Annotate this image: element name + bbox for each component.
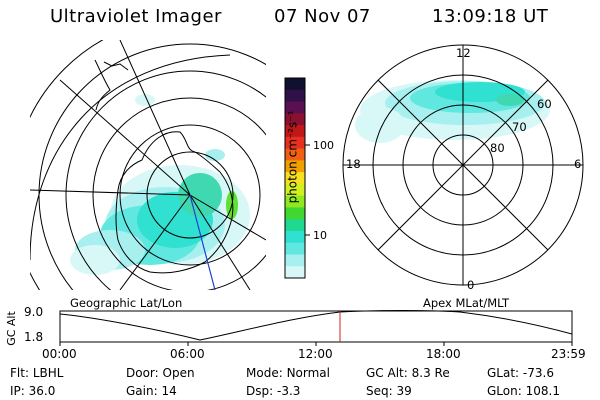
- info-glon: GLon: 108.1: [487, 384, 560, 398]
- altitude-xtick-1800: 18:00: [426, 347, 461, 361]
- mlt-label-0: 0: [467, 278, 475, 292]
- altitude-ytick-9: 9.0: [24, 305, 44, 319]
- header-date: 07 Nov 07: [274, 6, 371, 27]
- colorbar-swatch: [285, 148, 305, 161]
- colorbar-swatch: [285, 242, 305, 255]
- colorbar-swatch: [285, 230, 305, 244]
- colorbar: [284, 77, 310, 279]
- longitude-grid-left: [30, 40, 266, 290]
- instrument-title: Ultraviolet Imager: [50, 6, 222, 27]
- altitude-plot: [59, 310, 573, 346]
- mlt-label-6: 6: [574, 157, 582, 171]
- mlat-label-80: 80: [490, 141, 505, 155]
- mlt-grid-right: [343, 45, 583, 285]
- colorbar-swatch: [285, 78, 305, 91]
- info-ip: IP: 36.0: [10, 384, 56, 398]
- altitude-xtick-0000: 00:00: [42, 347, 77, 361]
- info-seq: Seq: 39: [366, 384, 412, 398]
- colorbar-swatch: [285, 136, 305, 150]
- info-glat: GLat: -73.6: [487, 366, 554, 380]
- altitude-xtick-2359: 23:59: [551, 347, 586, 361]
- colorbar-tick-10: 10: [313, 229, 327, 242]
- colorbar-swatch: [285, 195, 305, 208]
- colorbar-swatch: [285, 172, 305, 185]
- mlat-label-60: 60: [537, 97, 552, 111]
- mlt-label-12: 12: [456, 46, 471, 60]
- colorbar-swatch: [285, 219, 305, 232]
- geographic-map: [30, 40, 266, 290]
- colorbar-swatch: [285, 89, 305, 103]
- colorbar-swatch: [285, 254, 305, 267]
- info-gain: Gain: 14: [126, 384, 177, 398]
- mlt-label-18: 18: [346, 157, 361, 171]
- info-door: Door: Open: [126, 366, 195, 380]
- info-flt: Flt: LBHL: [10, 366, 64, 380]
- colorbar-swatch: [285, 160, 305, 173]
- magnetic-map: [342, 44, 584, 286]
- info-dsp: Dsp: -3.3: [246, 384, 301, 398]
- right-map-caption: Apex MLat/MLT: [423, 296, 510, 310]
- colorbar-swatch: [285, 183, 305, 197]
- colorbar-swatch: [285, 101, 305, 114]
- coastline: [115, 131, 234, 274]
- colorbar-tick-100: 100: [313, 139, 334, 152]
- colorbar-swatch: [285, 266, 305, 279]
- altitude-ytick-1.8: 1.8: [24, 330, 44, 344]
- left-map-caption: Geographic Lat/Lon: [70, 296, 183, 310]
- colorbar-swatch: [285, 125, 305, 138]
- header-time: 13:09:18 UT: [432, 6, 549, 27]
- info-gc-alt: GC Alt: 8.3 Re: [366, 366, 450, 380]
- altitude-xtick-1200: 12:00: [298, 347, 333, 361]
- mlat-label-70: 70: [512, 120, 527, 134]
- colorbar-swatch: [285, 207, 305, 220]
- latitude-grid-left: [30, 40, 266, 290]
- auroral-emission-left: [70, 94, 250, 275]
- altitude-xtick-0600: 06:00: [170, 347, 205, 361]
- altitude-ylabel: GC Alt: [4, 311, 18, 346]
- info-mode: Mode: Normal: [246, 366, 330, 380]
- colorbar-swatch: [285, 113, 305, 126]
- colorbar-unit-label: photon cm⁻²s⁻¹: [285, 110, 300, 204]
